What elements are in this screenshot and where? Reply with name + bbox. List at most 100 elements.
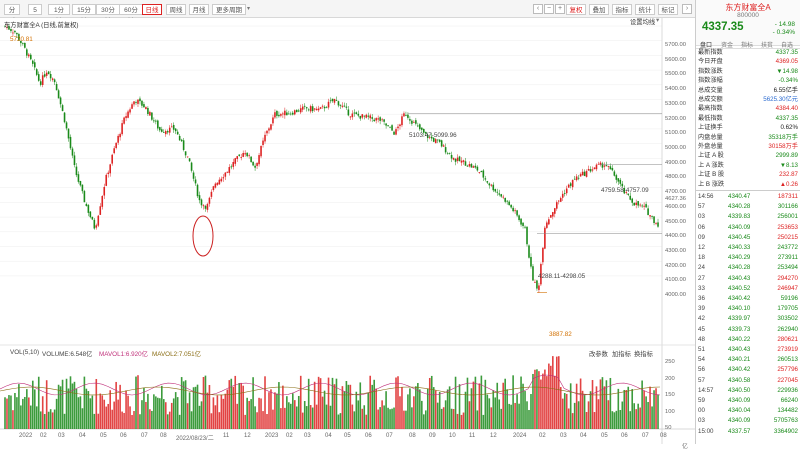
candle-body bbox=[67, 128, 70, 139]
stat-label: 上证 B 股 bbox=[698, 171, 725, 179]
zoom-out-button[interactable]: − bbox=[544, 4, 554, 14]
candle-body bbox=[426, 134, 429, 139]
x-tick-label: 04 bbox=[325, 433, 332, 439]
x-tick-label: 2024 bbox=[513, 433, 527, 439]
tab-5day[interactable]: 5日 bbox=[28, 4, 42, 25]
candle-body bbox=[65, 122, 68, 129]
volume-bar bbox=[174, 392, 177, 429]
candle-body bbox=[45, 72, 48, 76]
tab-pankou[interactable]: 盘口 bbox=[700, 43, 713, 49]
candle-body bbox=[282, 113, 284, 115]
candle-body bbox=[290, 113, 292, 115]
stat-label: 今日开盘 bbox=[698, 58, 723, 66]
trade-volume: 187311 bbox=[777, 193, 798, 200]
candle-body bbox=[407, 114, 409, 118]
candle-body bbox=[375, 118, 377, 121]
candle-body bbox=[341, 105, 344, 107]
tab-1min[interactable]: 1分钟 bbox=[48, 4, 70, 25]
candle-body bbox=[234, 158, 237, 164]
nav-prev-button[interactable]: ‹ bbox=[533, 4, 543, 14]
volume-bar bbox=[595, 386, 598, 429]
overlay-button[interactable]: 叠加 bbox=[589, 4, 609, 15]
tab-15min[interactable]: 15分钟 bbox=[72, 4, 96, 25]
trade-time: 12 bbox=[698, 244, 705, 251]
y-tick-label: 5100.00 bbox=[665, 130, 686, 136]
ma-settings-button[interactable]: 设置均线 bbox=[630, 19, 656, 26]
volume-bar bbox=[561, 398, 564, 429]
candle-body bbox=[456, 157, 459, 161]
x-tick-label: 2022/08/23/二 bbox=[176, 436, 214, 442]
volume-bar bbox=[14, 392, 16, 429]
candle-body bbox=[649, 215, 651, 217]
statistics-button[interactable]: 统计 bbox=[635, 4, 655, 15]
switch-indicator-button[interactable]: 换指标 bbox=[634, 351, 653, 358]
trade-row: 12 4340.33 243772 bbox=[698, 243, 798, 253]
tab-30min[interactable]: 30分钟 bbox=[96, 4, 120, 25]
volume-bar bbox=[135, 376, 137, 429]
candle-body bbox=[335, 100, 338, 101]
volume-bar bbox=[492, 390, 495, 429]
x-tick-label: 10 bbox=[449, 433, 456, 439]
annotation-a: 5103.47-5099.96 bbox=[409, 132, 457, 139]
candle-body bbox=[579, 174, 582, 177]
candle-body bbox=[454, 158, 457, 162]
volume-bar bbox=[536, 369, 538, 429]
volume-bar bbox=[405, 410, 407, 429]
volume-bar bbox=[363, 405, 366, 429]
stat-row: 上 A 涨跌 ▼8.13 bbox=[698, 161, 798, 170]
candle-body bbox=[653, 216, 655, 223]
stat-row: 上证 A 股 2999.89 bbox=[698, 151, 798, 160]
kline-chart-area[interactable]: 东方财富全A (日线,前复权) 设置均线 ▾ VOL(5,10) VOLUME:… bbox=[0, 17, 695, 450]
tab-monthly[interactable]: 月线 bbox=[189, 4, 209, 15]
trade-price: 4340.50 bbox=[728, 386, 751, 394]
volume-bar bbox=[113, 401, 115, 429]
tab-more-periods[interactable]: 更多周期 bbox=[212, 4, 246, 15]
tab-daily[interactable]: 日线 bbox=[142, 4, 162, 15]
tab-watchlist[interactable]: 自选 bbox=[781, 43, 794, 49]
volume-bar bbox=[482, 414, 485, 429]
volume-bar bbox=[321, 396, 324, 429]
candle-body bbox=[494, 189, 497, 192]
candle-body bbox=[264, 134, 266, 142]
mark-button[interactable]: 标记 bbox=[658, 4, 678, 15]
tab-60min[interactable]: 60分钟 bbox=[119, 4, 143, 25]
x-tick-label: 07 bbox=[642, 433, 649, 439]
nav-next-button[interactable]: › bbox=[682, 4, 692, 14]
candle-body bbox=[524, 226, 526, 228]
candle-body bbox=[428, 136, 431, 138]
volume-bar bbox=[470, 388, 473, 429]
volume-bar bbox=[544, 369, 546, 429]
fuquan-button[interactable]: 复权 bbox=[566, 4, 586, 15]
candle-body bbox=[230, 166, 233, 168]
indicator-button[interactable]: 指标 bbox=[612, 4, 632, 15]
volume-bar bbox=[571, 413, 574, 429]
trade-volume: 243772 bbox=[777, 244, 798, 251]
kline-chart[interactable] bbox=[0, 18, 695, 444]
trade-volume: 273919 bbox=[777, 346, 798, 353]
tab-weekly[interactable]: 周线 bbox=[166, 4, 186, 15]
volume-bar bbox=[216, 395, 219, 429]
zoom-in-button[interactable]: + bbox=[555, 4, 565, 14]
stat-row: 上 B 涨跌 ▲0.26 bbox=[698, 180, 798, 189]
change-params-button[interactable]: 改参数 bbox=[589, 351, 608, 358]
stat-value: ▼14.98 bbox=[776, 67, 798, 75]
trade-volume: 66240 bbox=[780, 397, 798, 404]
candle-body bbox=[617, 178, 620, 182]
trade-time: 51 bbox=[698, 346, 705, 353]
tab-fupin[interactable]: 扶贫 bbox=[761, 43, 774, 49]
stat-label: 总成交量 bbox=[698, 86, 723, 94]
tab-funds[interactable]: 资金 bbox=[721, 43, 734, 49]
tab-indicator[interactable]: 指标 bbox=[741, 43, 754, 49]
trade-time: 57 bbox=[698, 203, 705, 211]
volume-bar bbox=[95, 378, 98, 429]
add-indicator-button[interactable]: 加指标 bbox=[612, 351, 631, 358]
volume-bar bbox=[522, 383, 524, 429]
candle-body bbox=[117, 135, 119, 143]
volume-bar bbox=[248, 400, 250, 429]
candle-body bbox=[93, 219, 96, 229]
volume-bar bbox=[47, 411, 50, 429]
volume-bar bbox=[71, 383, 74, 429]
stat-value: ▼8.13 bbox=[779, 161, 798, 169]
tab-fenshi[interactable]: 分时 bbox=[4, 4, 20, 25]
trade-time: 06 bbox=[698, 223, 705, 231]
